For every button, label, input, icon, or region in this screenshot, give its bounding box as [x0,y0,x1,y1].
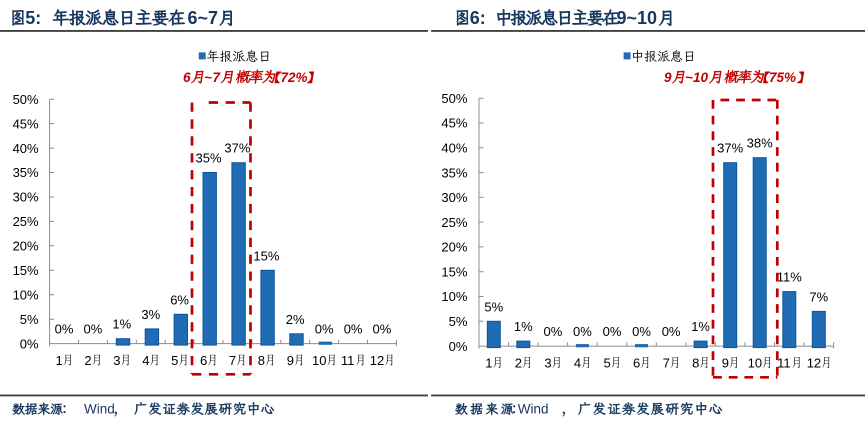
svg-text:30%: 30% [13,190,39,205]
svg-text:1%: 1% [691,319,710,334]
svg-text:12: 12 [370,353,384,368]
svg-text:7%: 7% [809,289,828,304]
svg-text:11: 11 [777,356,791,371]
svg-text:0%: 0% [449,339,468,354]
svg-text:8: 8 [258,353,265,368]
svg-text:~: ~ [685,70,693,85]
svg-text:25%: 25% [441,215,467,230]
svg-text:3: 3 [113,353,120,368]
svg-text:15%: 15% [441,264,467,279]
svg-text:6: 6 [200,353,207,368]
svg-text:0%: 0% [315,322,334,337]
svg-text:9: 9 [722,356,729,371]
svg-text:37%: 37% [224,141,250,156]
svg-text:0%: 0% [573,324,592,339]
svg-text:2: 2 [515,356,522,371]
svg-text:5: 5 [171,353,178,368]
svg-text:38%: 38% [747,136,773,151]
svg-text:6~7: 6~7 [188,8,219,28]
svg-text:25%: 25% [13,214,39,229]
svg-text:40%: 40% [441,141,467,156]
svg-text:7: 7 [663,356,670,371]
svg-text:10%: 10% [13,287,39,302]
svg-text:Wind: Wind [84,402,115,417]
svg-text:0%: 0% [84,322,103,337]
svg-text:10: 10 [693,70,709,85]
svg-text:45%: 45% [441,116,467,131]
svg-text:35%: 35% [441,165,467,180]
svg-text:7: 7 [229,353,236,368]
svg-text:75%: 75% [769,70,796,85]
svg-text:6: 6 [183,70,191,85]
svg-text:9~10: 9~10 [617,8,658,28]
svg-text:15%: 15% [13,263,39,278]
svg-text:35%: 35% [13,165,39,180]
svg-text:1%: 1% [112,317,131,332]
svg-text:0%: 0% [632,324,651,339]
svg-text:8: 8 [692,356,699,371]
svg-text:3%: 3% [141,307,160,322]
svg-text:5: 5 [604,356,611,371]
svg-text:45%: 45% [13,116,39,131]
svg-text:3: 3 [544,356,551,371]
svg-text:6%: 6% [170,292,189,307]
svg-text:20%: 20% [441,240,467,255]
svg-text:72%: 72% [281,70,308,85]
svg-text:1%: 1% [514,319,533,334]
svg-text:10%: 10% [441,289,467,304]
svg-text:7: 7 [213,70,222,85]
svg-text:40%: 40% [13,141,39,156]
svg-text:0%: 0% [344,322,363,337]
svg-text:12: 12 [807,356,821,371]
svg-text:0%: 0% [544,324,563,339]
svg-text:4: 4 [142,353,149,368]
svg-text:50%: 50% [13,92,39,107]
svg-text:15%: 15% [253,248,279,263]
svg-text:1: 1 [485,356,492,371]
svg-text:0%: 0% [662,324,681,339]
svg-text:10: 10 [748,356,762,371]
svg-text:30%: 30% [441,190,467,205]
svg-text:50%: 50% [441,91,467,106]
svg-text:20%: 20% [13,239,39,254]
svg-text:~: ~ [204,70,212,85]
svg-text:2%: 2% [286,312,305,327]
svg-text:6:: 6: [470,8,486,28]
svg-text:5:: 5: [25,8,41,28]
svg-text:35%: 35% [195,151,221,166]
svg-text:10: 10 [312,353,326,368]
svg-text:5%: 5% [20,312,39,327]
svg-text:2: 2 [84,353,91,368]
svg-text:11%: 11% [777,270,802,285]
svg-text:11: 11 [341,353,355,368]
svg-text:5%: 5% [449,314,468,329]
svg-text:6: 6 [633,356,640,371]
svg-text:0%: 0% [373,322,392,337]
svg-text:0%: 0% [603,324,622,339]
svg-text:0%: 0% [20,336,39,351]
svg-text:0%: 0% [55,322,74,337]
svg-text:1: 1 [56,353,63,368]
svg-text:37%: 37% [717,141,743,156]
svg-text:5%: 5% [484,299,503,314]
svg-text:Wind: Wind [518,402,549,417]
svg-text:9: 9 [664,70,672,85]
svg-text:4: 4 [574,356,581,371]
svg-text:9: 9 [287,353,294,368]
